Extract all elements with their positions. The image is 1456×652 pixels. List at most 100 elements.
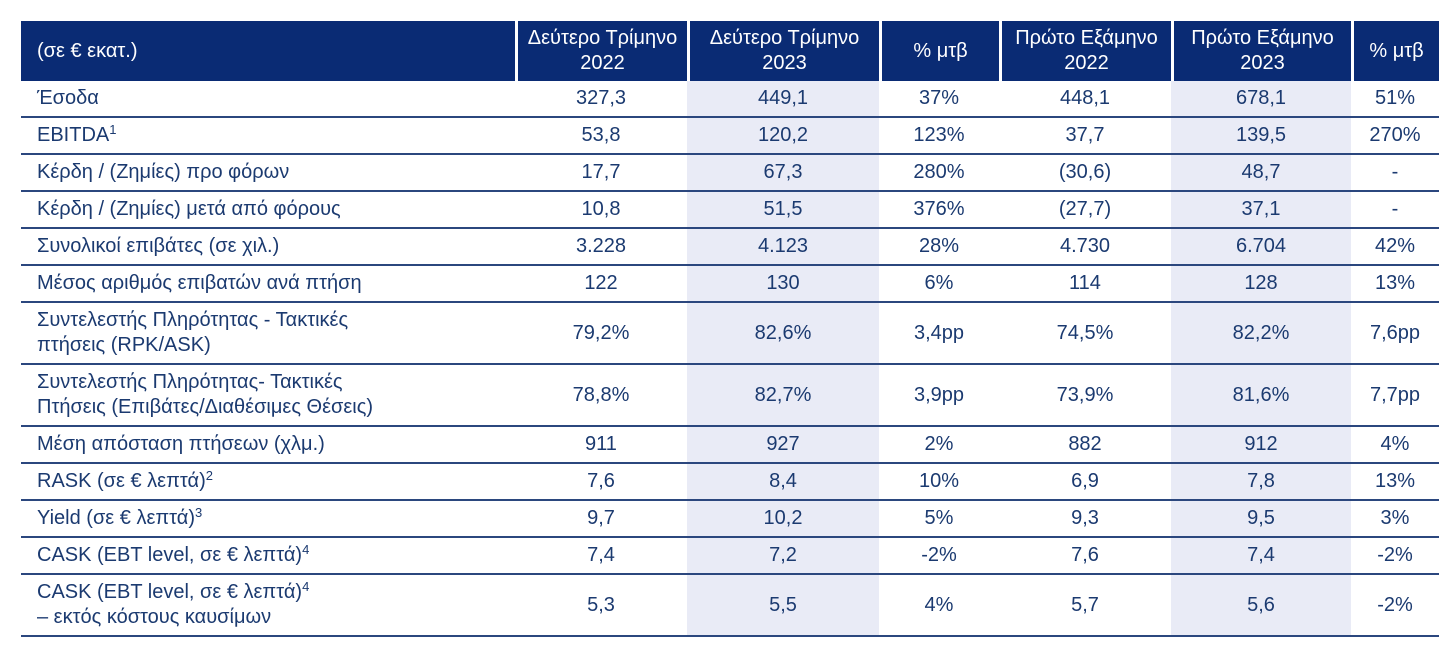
row-label: CASK (EBT level, σε € λεπτά)4– εκτός κόσ…	[21, 575, 515, 637]
row-label: RASK (σε € λεπτά)2	[21, 464, 515, 501]
cell-value: -	[1351, 155, 1439, 192]
cell-value: 8,4	[687, 464, 879, 501]
row-label-text: Κέρδη / (Ζημίες) μετά από φόρους	[37, 198, 341, 220]
cell-value: 7,8	[1171, 464, 1351, 501]
cell-value: 128	[1171, 266, 1351, 303]
cell-value: 81,6%	[1171, 365, 1351, 427]
row-label: Κέρδη / (Ζημίες) μετά από φόρους	[21, 192, 515, 229]
row-label-line2: Πτήσεις (Επιβάτες/Διαθέσιμες Θέσεις)	[37, 396, 373, 418]
cell-value: 10,2	[687, 501, 879, 538]
cell-value: 5%	[879, 501, 999, 538]
cell-value: 37,1	[1171, 192, 1351, 229]
cell-value: -2%	[1351, 538, 1439, 575]
footnote-superscript: 2	[205, 468, 213, 484]
row-label-line2: – εκτός κόστους καυσίμων	[37, 606, 272, 628]
cell-value: 122	[515, 266, 687, 303]
cell-value: 7,6	[999, 538, 1171, 575]
row-label: EBITDA1	[21, 118, 515, 155]
cell-value: 6,9	[999, 464, 1171, 501]
row-label-line2: πτήσεις (RPK/ASK)	[37, 334, 211, 356]
cell-value: 678,1	[1171, 81, 1351, 118]
cell-value: 7,4	[515, 538, 687, 575]
cell-value: 4.123	[687, 229, 879, 266]
cell-value: 123%	[879, 118, 999, 155]
footnote-superscript: 1	[109, 122, 117, 138]
row-label-text: Κέρδη / (Ζημίες) προ φόρων	[37, 161, 290, 183]
row-label-text: Συντελεστής Πληρότητας- Τακτικές Πτήσεις …	[37, 371, 373, 418]
footnote-superscript: 4	[302, 579, 310, 595]
cell-value: 79,2%	[515, 303, 687, 365]
cell-value: 82,2%	[1171, 303, 1351, 365]
cell-value: 51%	[1351, 81, 1439, 118]
footnote-superscript: 4	[302, 542, 310, 558]
cell-value: 48,7	[1171, 155, 1351, 192]
cell-value: 7,4	[1171, 538, 1351, 575]
header-unit-label: (σε € εκατ.)	[21, 21, 515, 81]
cell-value: 270%	[1351, 118, 1439, 155]
cell-value: 4%	[1351, 427, 1439, 464]
row-label: Συντελεστής Πληρότητας - Τακτικές πτήσεις…	[21, 303, 515, 365]
row-label-text: RASK (σε € λεπτά)2	[37, 468, 213, 492]
cell-value: 3,4pp	[879, 303, 999, 365]
row-label: Συνολικοί επιβάτες (σε χιλ.)	[21, 229, 515, 266]
cell-value: 37%	[879, 81, 999, 118]
cell-value: 912	[1171, 427, 1351, 464]
cell-value: 6%	[879, 266, 999, 303]
column-header: Πρώτο Εξάμηνο 2023	[1171, 21, 1351, 81]
cell-value: 28%	[879, 229, 999, 266]
cell-value: 280%	[879, 155, 999, 192]
cell-value: 5,7	[999, 575, 1171, 637]
column-header: Δεύτερο Τρίμηνο 2023	[687, 21, 879, 81]
financial-table: (σε € εκατ.) Δεύτερο Τρίμηνο 2022 Δεύτερο…	[21, 21, 1439, 637]
cell-value: 9,3	[999, 501, 1171, 538]
cell-value: 6.704	[1171, 229, 1351, 266]
row-label-text: Μέση απόσταση πτήσεων (χλμ.)	[37, 433, 325, 455]
cell-value: 4.730	[999, 229, 1171, 266]
cell-value: 53,8	[515, 118, 687, 155]
cell-value: 10,8	[515, 192, 687, 229]
cell-value: 10%	[879, 464, 999, 501]
row-label: Έσοδα	[21, 81, 515, 118]
cell-value: 17,7	[515, 155, 687, 192]
cell-value: 78,8%	[515, 365, 687, 427]
cell-value: 74,5%	[999, 303, 1171, 365]
cell-value: 7,6pp	[1351, 303, 1439, 365]
cell-value: 130	[687, 266, 879, 303]
cell-value: (30,6)	[999, 155, 1171, 192]
cell-value: 7,7pp	[1351, 365, 1439, 427]
cell-value: -2%	[879, 538, 999, 575]
cell-value: 3,9pp	[879, 365, 999, 427]
cell-value: 911	[515, 427, 687, 464]
cell-value: 5,6	[1171, 575, 1351, 637]
row-label: Μέση απόσταση πτήσεων (χλμ.)	[21, 427, 515, 464]
row-label-text: Συνολικοί επιβάτες (σε χιλ.)	[37, 235, 280, 257]
row-label-text: Μέσος αριθμός επιβατών ανά πτήση	[37, 272, 362, 294]
row-label: CASK (EBT level, σε € λεπτά)4	[21, 538, 515, 575]
cell-value: 3%	[1351, 501, 1439, 538]
cell-value: (27,7)	[999, 192, 1171, 229]
cell-value: 139,5	[1171, 118, 1351, 155]
column-header: % μτβ	[879, 21, 999, 81]
column-header: % μτβ	[1351, 21, 1439, 81]
cell-value: 327,3	[515, 81, 687, 118]
row-label-text: Έσοδα	[37, 87, 99, 109]
cell-value: 9,7	[515, 501, 687, 538]
cell-value: 120,2	[687, 118, 879, 155]
cell-value: 82,6%	[687, 303, 879, 365]
row-label-text: EBITDA1	[37, 122, 117, 146]
cell-value: 448,1	[999, 81, 1171, 118]
cell-value: 376%	[879, 192, 999, 229]
cell-value: 927	[687, 427, 879, 464]
cell-value: 3.228	[515, 229, 687, 266]
results-table-container: (σε € εκατ.) Δεύτερο Τρίμηνο 2022 Δεύτερο…	[21, 21, 1456, 637]
cell-value: 13%	[1351, 266, 1439, 303]
cell-value: 449,1	[687, 81, 879, 118]
cell-value: -2%	[1351, 575, 1439, 637]
row-label: Συντελεστής Πληρότητας- Τακτικές Πτήσεις …	[21, 365, 515, 427]
cell-value: 9,5	[1171, 501, 1351, 538]
row-label: Μέσος αριθμός επιβατών ανά πτήση	[21, 266, 515, 303]
cell-value: 7,2	[687, 538, 879, 575]
row-label: Yield (σε € λεπτά)3	[21, 501, 515, 538]
cell-value: 114	[999, 266, 1171, 303]
cell-value: 882	[999, 427, 1171, 464]
